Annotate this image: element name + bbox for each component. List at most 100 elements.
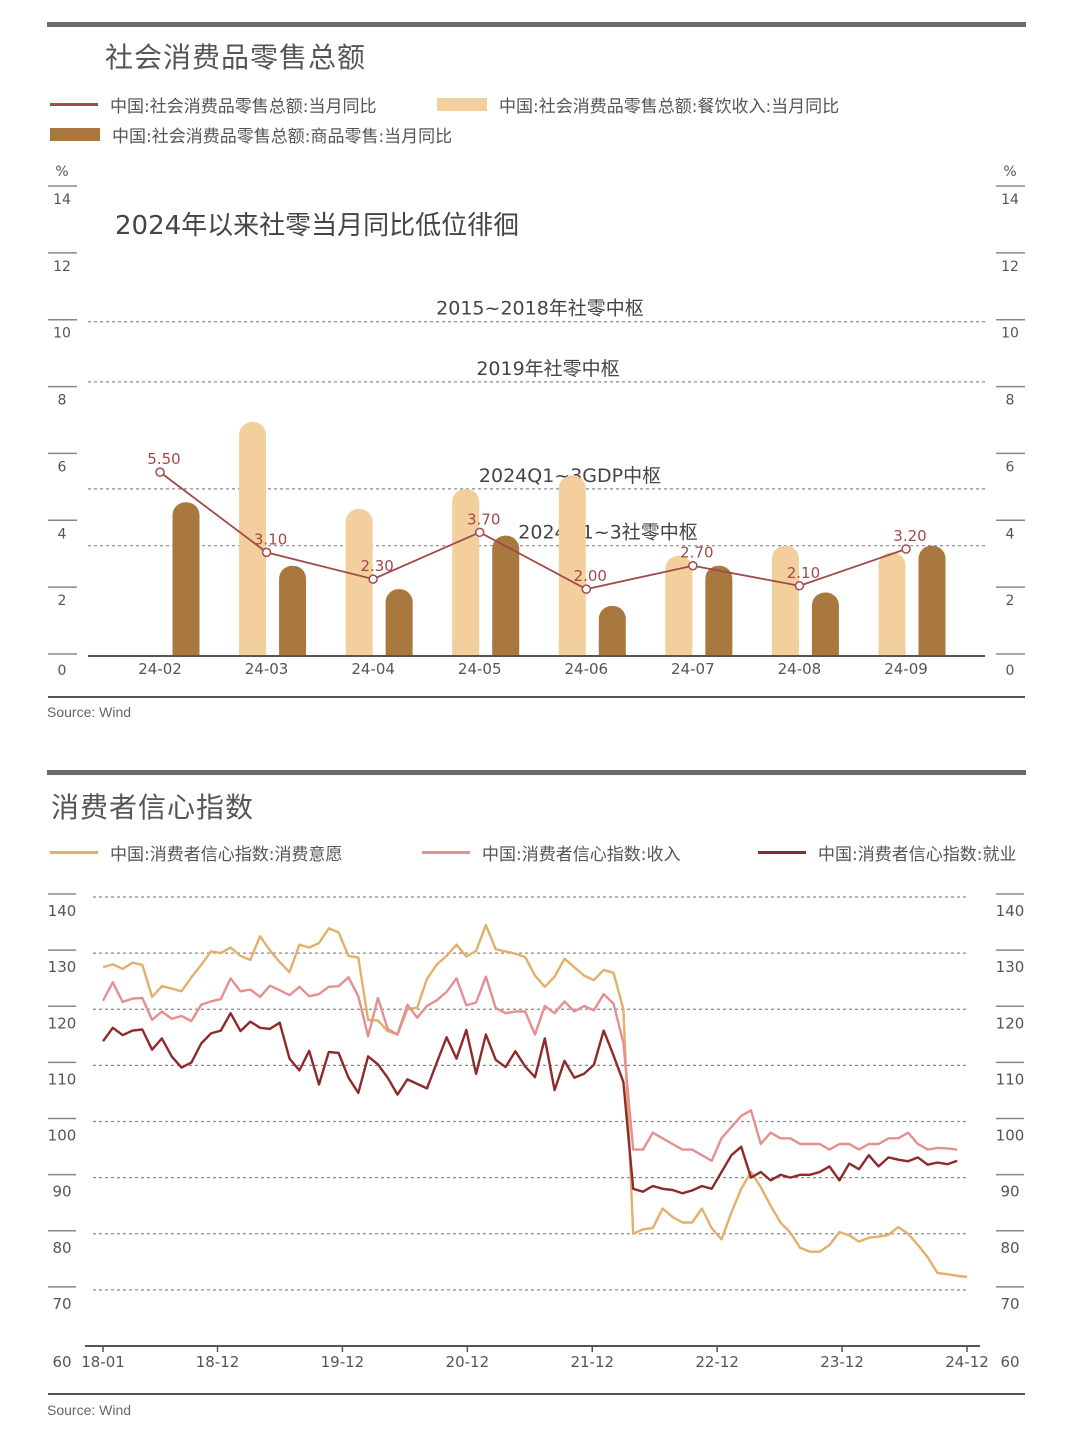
x-tick-label: 24-08	[778, 660, 822, 678]
bar-catering	[239, 422, 267, 656]
legend-label-employment: 中国:消费者信心指数:就业	[818, 845, 1017, 865]
y-tick-label-right: 6	[1006, 459, 1015, 475]
line-point-total	[688, 560, 698, 571]
y-tick-label-right: 90	[1000, 1183, 1019, 1201]
bar-goods-base	[705, 642, 733, 656]
bar-catering-base	[665, 642, 693, 656]
bar-catering-base	[239, 642, 267, 656]
legend-item-goods: 中国:社会消费品零售总额:商品零售:当月同比	[50, 122, 452, 147]
y-tick-label-left: 110	[48, 1070, 77, 1088]
bar-catering	[771, 545, 799, 656]
line-point-total	[261, 547, 272, 558]
bar-catering	[345, 508, 373, 656]
bar-goods	[811, 592, 839, 656]
y-tick-label-left: 60	[52, 1353, 71, 1371]
x-tick-label: 24-06	[564, 660, 608, 678]
y-tick-label-left: 10	[53, 326, 71, 342]
bar-catering	[878, 552, 906, 656]
y-tick-label-right: 70	[1000, 1295, 1019, 1313]
x-tick-label: 18-12	[196, 1353, 240, 1371]
y-tick-label-left: 100	[48, 1127, 77, 1145]
series-line-income	[101, 975, 958, 1163]
x-tick-label: 24-07	[671, 660, 715, 678]
legend-item-intention: 中国:消费者信心指数:消费意愿	[50, 840, 342, 865]
legend-label-total: 中国:社会消费品零售总额:当月同比	[110, 97, 377, 117]
y-tick-label-left: 14	[53, 192, 71, 208]
bar-goods-base	[918, 642, 946, 656]
data-label-total: 3.70	[467, 510, 500, 528]
legend-item-catering: 中国:社会消费品零售总额:餐饮收入:当月同比	[437, 92, 839, 117]
bar-goods	[705, 565, 733, 656]
bar-catering-base	[878, 642, 906, 656]
y-tick-label-right: 130	[996, 958, 1025, 976]
legend-item-total: 中国:社会消费品零售总额:当月同比	[50, 92, 376, 117]
legend-label-intention: 中国:消费者信心指数:消费意愿	[110, 845, 343, 865]
bar-goods	[492, 535, 520, 656]
bar-goods	[279, 565, 307, 656]
bar-catering-base	[558, 642, 586, 656]
data-label-total: 2.30	[360, 557, 393, 575]
legend-label-catering: 中国:社会消费品零售总额:餐饮收入:当月同比	[499, 97, 840, 117]
panel2-source: Source: Wind	[47, 1402, 132, 1418]
data-label-total: 3.10	[254, 530, 287, 548]
line-point-total	[368, 574, 378, 584]
x-tick-label: 19-12	[321, 1353, 365, 1371]
y-tick-label-right: 4	[1006, 526, 1015, 542]
line-point-total	[794, 581, 805, 591]
bar-goods-base	[172, 642, 200, 656]
reference-line-label: 2019年社零中枢	[476, 358, 619, 380]
legend-swatch-intention	[50, 851, 98, 854]
legend-swatch-catering	[437, 98, 487, 111]
x-tick-label: 24-04	[351, 660, 395, 678]
x-tick-label: 21-12	[570, 1353, 614, 1371]
data-label-total: 2.70	[680, 544, 713, 562]
legend-item-income: 中国:消费者信心指数:收入	[422, 840, 680, 865]
line-point-total	[901, 544, 911, 554]
bar-goods-base	[279, 642, 307, 656]
panel1-source: Source: Wind	[47, 704, 132, 720]
y-tick-label-right: 120	[996, 1014, 1025, 1032]
y-tick-label-right: 2	[1006, 593, 1015, 609]
x-tick-label: 24-09	[884, 660, 928, 678]
reference-line-label: 2015~2018年社零中枢	[436, 298, 644, 320]
y-tick-label-right: 0	[1006, 663, 1015, 679]
y-unit-left: %	[55, 164, 68, 180]
x-tick-label: 18-01	[81, 1353, 125, 1371]
series-line-intention	[102, 923, 968, 1279]
y-tick-label-right: 140	[996, 902, 1025, 920]
x-tick-label: 24-05	[458, 660, 502, 678]
y-tick-label-right: 10	[1001, 326, 1019, 342]
y-tick-label-left: 0	[58, 663, 67, 679]
x-tick-label: 24-02	[138, 660, 182, 678]
y-tick-label-left: 70	[52, 1295, 71, 1313]
y-tick-label-left: 6	[58, 459, 67, 475]
line-point-total	[474, 527, 485, 538]
x-tick-label: 23-12	[820, 1353, 864, 1371]
bar-goods-base	[492, 642, 520, 656]
x-tick-label: 22-12	[695, 1353, 739, 1371]
data-label-total: 3.20	[893, 527, 926, 545]
y-tick-label-right: 60	[1000, 1353, 1019, 1371]
bar-goods	[172, 502, 200, 656]
bar-catering-base	[345, 642, 373, 656]
data-label-total: 2.00	[574, 567, 607, 585]
y-tick-label-right: 80	[1000, 1239, 1019, 1257]
bar-catering-base	[771, 642, 799, 656]
bar-goods	[385, 589, 413, 656]
series-line-employment	[102, 1012, 958, 1195]
x-tick-label: 24-12	[945, 1353, 989, 1371]
y-tick-label-left: 12	[53, 259, 71, 275]
y-tick-label-left: 140	[48, 902, 77, 920]
x-tick-label: 24-03	[245, 660, 289, 678]
y-tick-label-right: 110	[996, 1070, 1025, 1088]
bar-catering	[665, 555, 693, 656]
y-tick-label-left: 120	[48, 1014, 77, 1032]
panel2-top-rule	[47, 770, 1026, 775]
bar-goods-base	[811, 642, 839, 656]
legend-swatch-employment	[758, 851, 806, 854]
chart-subtitle: 2024年以来社零当月同比低位徘徊	[115, 211, 519, 241]
bar-catering-base	[452, 642, 480, 656]
legend-label-income: 中国:消费者信心指数:收入	[482, 845, 681, 865]
legend-label-goods: 中国:社会消费品零售总额:商品零售:当月同比	[112, 127, 453, 147]
